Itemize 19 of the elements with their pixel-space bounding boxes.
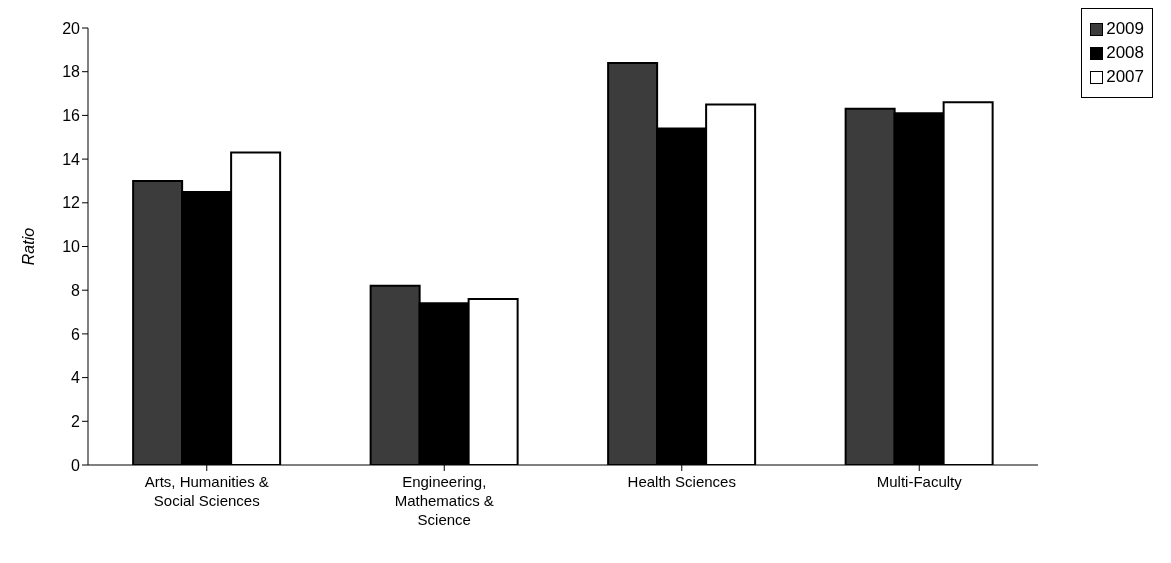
x-tick-label: Engineering, Mathematics & Science	[394, 473, 494, 528]
legend-label: 2008	[1106, 43, 1144, 63]
y-tick-label: 10	[62, 238, 81, 256]
y-tick-label: 0	[71, 456, 81, 474]
y-tick-label: 14	[62, 150, 81, 168]
y-tick-label: 12	[62, 194, 81, 212]
y-tick-label: 8	[71, 281, 81, 299]
y-tick-label: 18	[62, 63, 81, 81]
legend-label: 2009	[1106, 19, 1144, 39]
x-tick-label: Arts, Humanities & Social Sciences	[144, 473, 269, 509]
legend-label: 2007	[1106, 67, 1144, 87]
y-axis-title: Ratio	[19, 227, 37, 266]
y-tick-label: 20	[62, 19, 81, 37]
y-tick-label: 4	[71, 369, 81, 387]
x-tick-label: Health Sciences	[627, 473, 736, 490]
y-tick-label: 16	[62, 107, 81, 125]
x-tick-label: Multi-Faculty	[876, 473, 963, 490]
y-tick-label: 6	[71, 325, 81, 343]
y-tick-label: 2	[71, 412, 81, 430]
